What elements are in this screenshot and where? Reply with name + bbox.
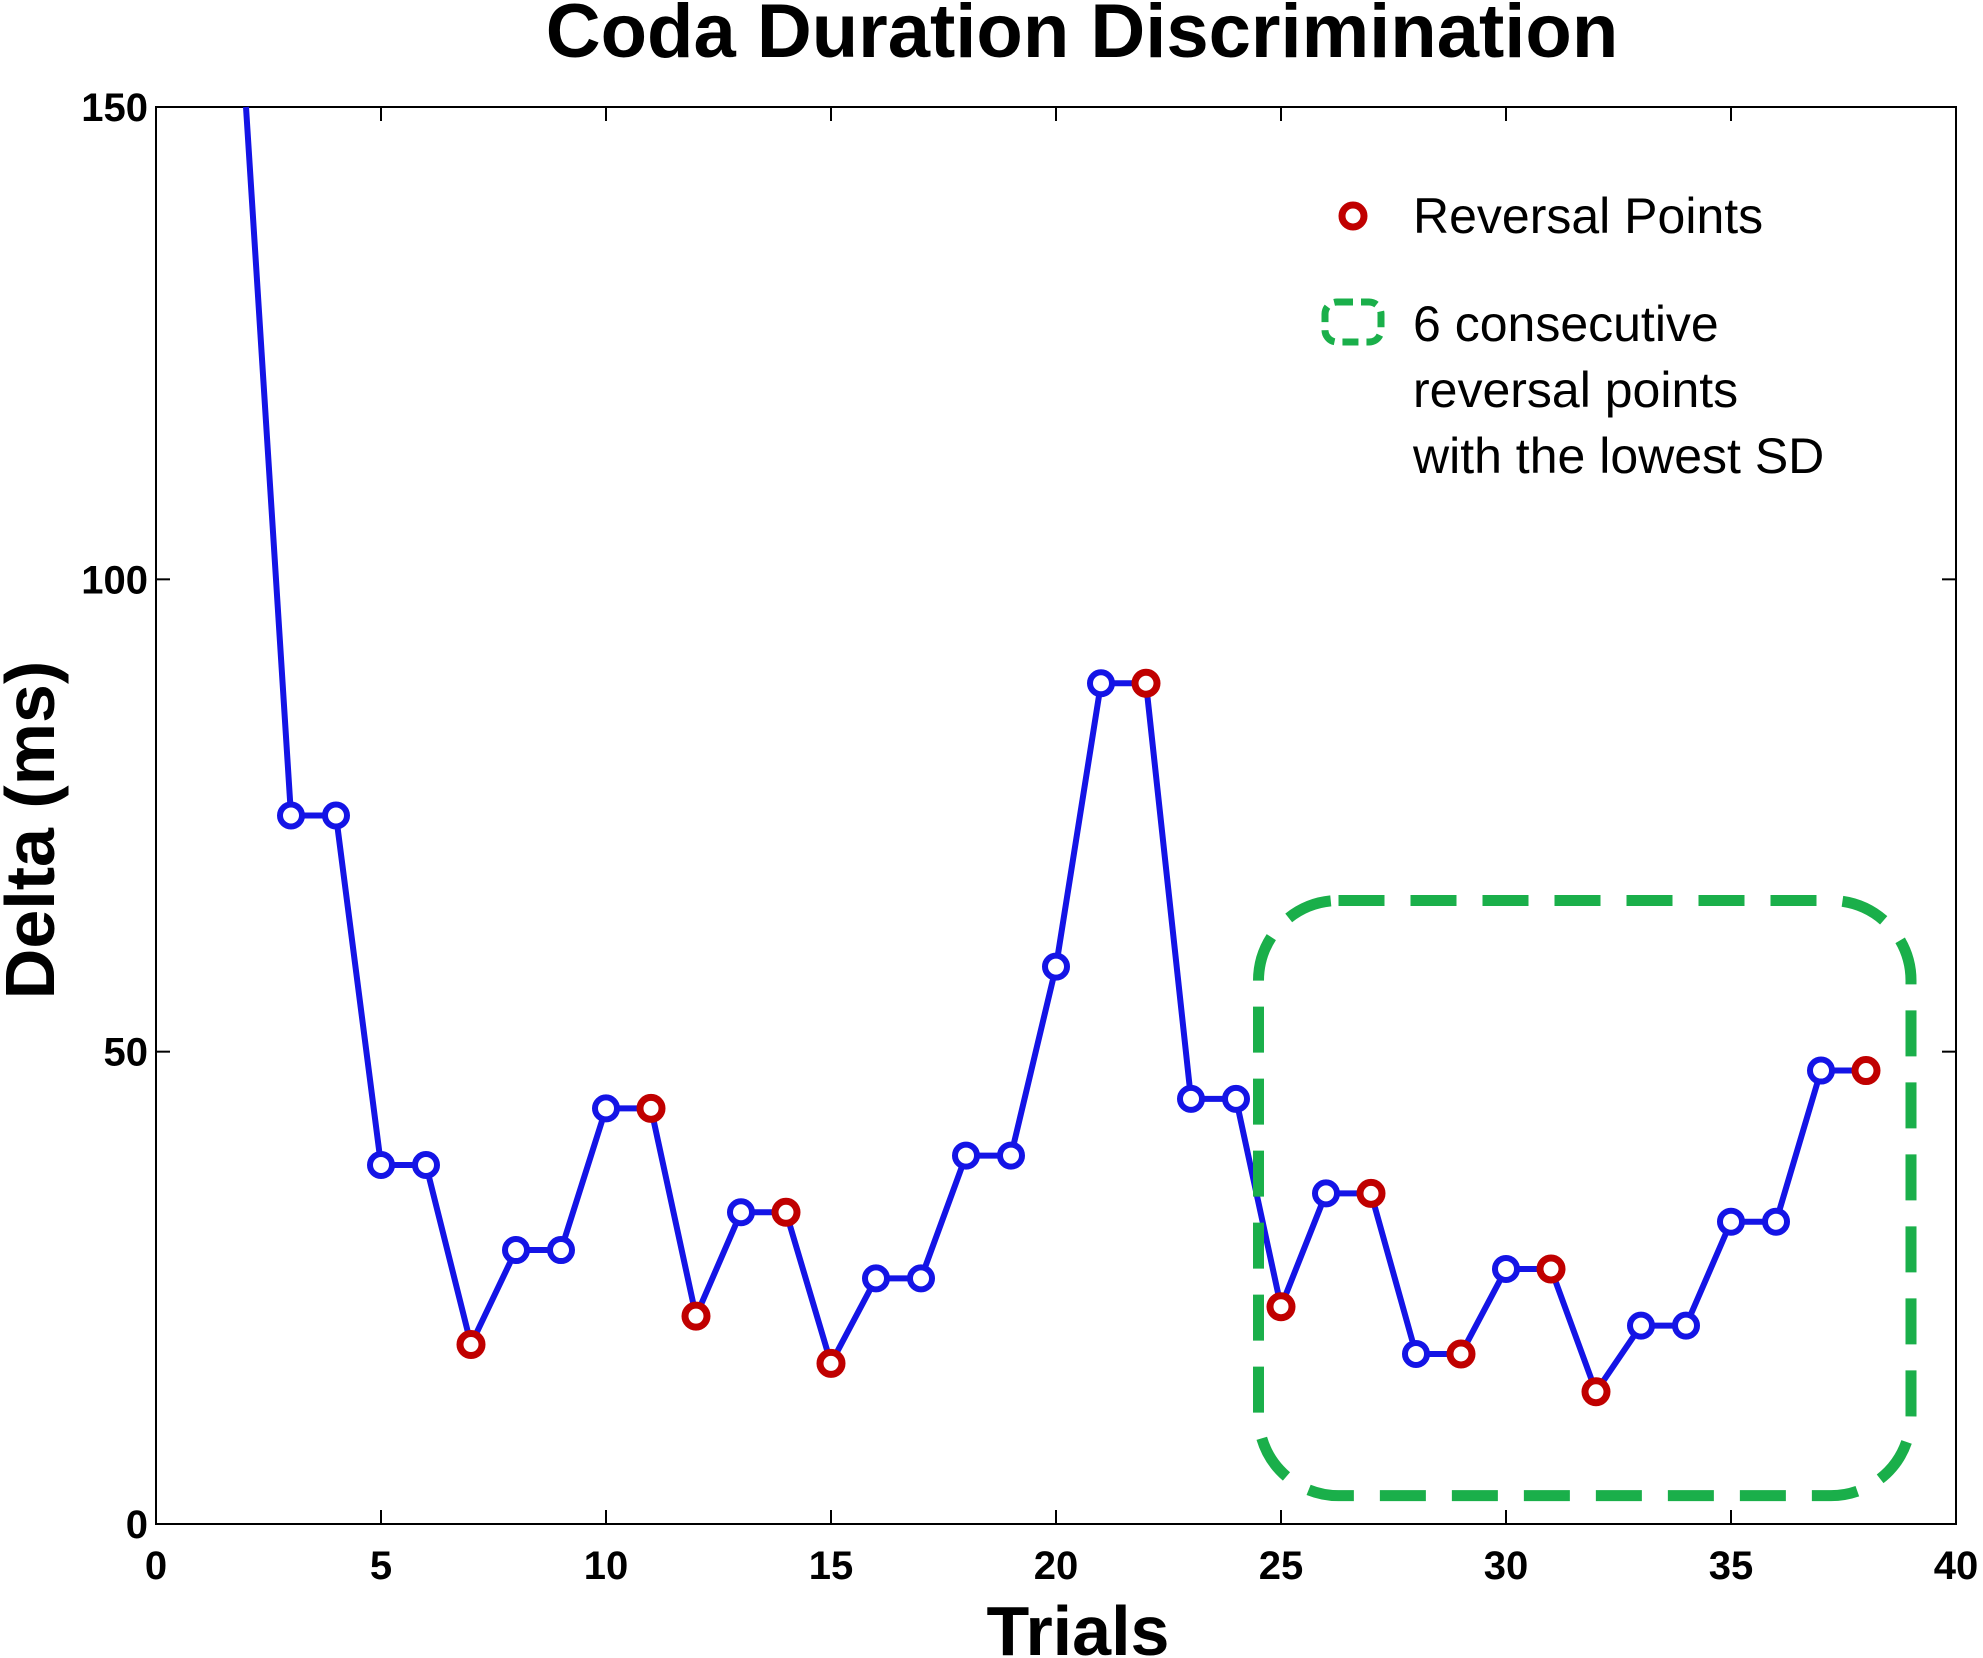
x-tick-label: 5 <box>370 1544 392 1588</box>
data-point <box>592 1094 620 1123</box>
data-point <box>547 1236 575 1265</box>
data-point <box>367 1151 395 1180</box>
x-tick-label: 20 <box>1034 1544 1079 1588</box>
legend-highlight-line-1: 6 consecutive <box>1413 296 1719 352</box>
x-tick-label: 40 <box>1934 1544 1979 1588</box>
reversal-point <box>636 1093 666 1123</box>
reversal-point <box>1356 1178 1386 1208</box>
x-tick-label: 30 <box>1484 1544 1529 1588</box>
reversal-point <box>1536 1254 1566 1284</box>
data-point <box>1717 1207 1745 1236</box>
reversal-point <box>456 1330 486 1360</box>
x-tick-label: 35 <box>1709 1544 1754 1588</box>
x-axis-label: Trials <box>987 1592 1170 1658</box>
y-tick-label: 0 <box>126 1503 148 1547</box>
legend-highlight-line-2: reversal points <box>1413 362 1738 418</box>
data-point <box>1402 1339 1430 1368</box>
data-point <box>862 1264 890 1293</box>
data-point <box>1492 1254 1520 1283</box>
legend-reversal-label: Reversal Points <box>1413 188 1763 244</box>
data-point <box>1087 669 1115 698</box>
reversal-point <box>816 1348 846 1378</box>
data-point <box>277 801 305 830</box>
data-point <box>502 1236 530 1265</box>
data-point <box>1672 1311 1700 1340</box>
data-point <box>1627 1311 1655 1340</box>
data-point <box>1042 952 1070 981</box>
reversal-point <box>1851 1056 1881 1086</box>
x-tick-label: 15 <box>809 1544 854 1588</box>
x-tick-label: 25 <box>1259 1544 1304 1588</box>
data-point <box>412 1151 440 1180</box>
series-layer <box>243 106 1881 1407</box>
axis-ticks: 0 5 10 15 20 25 30 35 40 0 50 100 150 <box>81 86 1978 1588</box>
data-point <box>322 801 350 830</box>
reversal-point <box>771 1197 801 1227</box>
data-point <box>1762 1207 1790 1236</box>
legend-reversal-marker <box>1338 201 1368 231</box>
data-point <box>907 1264 935 1293</box>
reversal-point <box>681 1301 711 1331</box>
data-point <box>1312 1179 1340 1208</box>
y-tick-label: 50 <box>104 1031 149 1075</box>
data-point <box>1177 1084 1205 1113</box>
plot-area: 0 5 10 15 20 25 30 35 40 0 50 100 150 <box>81 86 1978 1588</box>
data-point <box>727 1198 755 1227</box>
data-point <box>952 1141 980 1170</box>
reversal-point <box>1581 1377 1611 1407</box>
legend-highlight-marker <box>1321 298 1385 346</box>
legend-highlight-line-3: with the lowest SD <box>1412 428 1824 484</box>
data-point <box>1222 1084 1250 1113</box>
y-tick-label: 150 <box>81 86 148 130</box>
reversal-point <box>1131 668 1161 698</box>
highlight-region <box>1253 895 1917 1502</box>
data-point <box>1807 1056 1835 1085</box>
reversal-point <box>1266 1292 1296 1322</box>
data-point <box>997 1141 1025 1170</box>
x-tick-label: 10 <box>584 1544 629 1588</box>
y-tick-label: 100 <box>81 558 148 602</box>
legend: Reversal Points 6 consecutive reversal p… <box>1321 188 1824 484</box>
y-axis-label: Delta (ms) <box>0 661 69 999</box>
chart-title: Coda Duration Discrimination <box>546 0 1619 74</box>
x-tick-label: 0 <box>145 1544 167 1588</box>
reversal-point <box>1446 1339 1476 1369</box>
